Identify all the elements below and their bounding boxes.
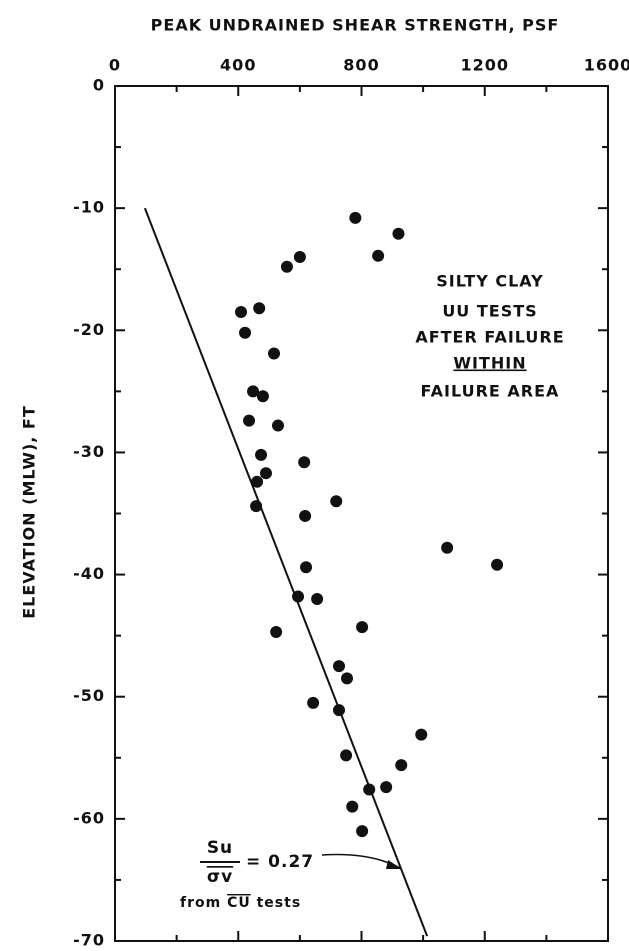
annotation: FAILURE AREA: [421, 382, 560, 401]
data-point: [293, 251, 306, 263]
y-tick-label: -10: [73, 198, 105, 217]
annotation: AFTER FAILURE: [415, 328, 564, 347]
data-point: [395, 759, 408, 772]
annotation: UU TESTS: [442, 302, 537, 321]
y-tick-label: -30: [73, 442, 105, 461]
x-tick-label: 800: [343, 56, 379, 75]
chart-title: PEAK UNDRAINED SHEAR STRENGTH, PSF: [151, 16, 560, 35]
equation-denominator: σv: [207, 867, 233, 887]
data-point: [235, 305, 248, 318]
data-point: [349, 211, 362, 224]
equation-numerator: Su: [207, 838, 233, 858]
ratio-line: [143, 207, 429, 937]
data-point: [259, 467, 272, 480]
x-tick-label: 1200: [460, 56, 509, 75]
data-point: [392, 227, 405, 240]
data-point: [340, 749, 353, 762]
x-tick-label: 400: [220, 56, 256, 75]
arrow-head: [386, 860, 402, 869]
x-tick-label: 0: [109, 56, 121, 75]
data-point: [280, 260, 293, 273]
data-point: [251, 475, 264, 488]
data-point: [372, 249, 385, 262]
data-point: [346, 800, 359, 813]
equation-note: from CU tests: [180, 895, 301, 911]
y-tick-label: -70: [73, 931, 105, 950]
y-tick-label: -50: [73, 686, 105, 705]
y-tick-label: 0: [93, 76, 105, 95]
y-tick-label: -20: [73, 320, 105, 339]
annotation: WITHIN: [453, 354, 526, 373]
note-overbar: CU: [227, 895, 251, 911]
y-tick-label: -40: [73, 564, 105, 583]
data-point: [243, 414, 256, 427]
plot-frame: [114, 85, 609, 942]
data-point: [247, 385, 260, 398]
data-point: [441, 541, 454, 554]
data-point: [307, 696, 320, 709]
data-point: [270, 625, 283, 638]
data-point: [267, 347, 280, 360]
data-point: [380, 781, 393, 794]
x-tick-label: 1600: [584, 56, 629, 75]
data-point: [253, 302, 266, 315]
data-point: [298, 456, 311, 469]
note-prefix: from: [180, 895, 221, 911]
annotation: SILTY CLAY: [436, 272, 543, 291]
data-point: [356, 621, 369, 634]
data-point: [333, 660, 346, 673]
y-tick-label: -60: [73, 808, 105, 827]
data-point: [256, 390, 269, 403]
data-point: [299, 509, 312, 522]
data-point: [239, 326, 252, 339]
data-point: [415, 728, 428, 741]
equation-value: = 0.27: [246, 852, 314, 872]
data-point: [356, 825, 369, 838]
data-point: [491, 558, 504, 571]
data-point: [311, 593, 324, 605]
data-point: [271, 419, 284, 432]
data-point: [330, 495, 343, 508]
data-point: [255, 448, 268, 461]
data-point: [300, 561, 313, 574]
note-suffix: tests: [257, 895, 302, 911]
y-axis-label: ELEVATION (MLW), FT: [20, 405, 39, 619]
data-point: [341, 672, 354, 685]
